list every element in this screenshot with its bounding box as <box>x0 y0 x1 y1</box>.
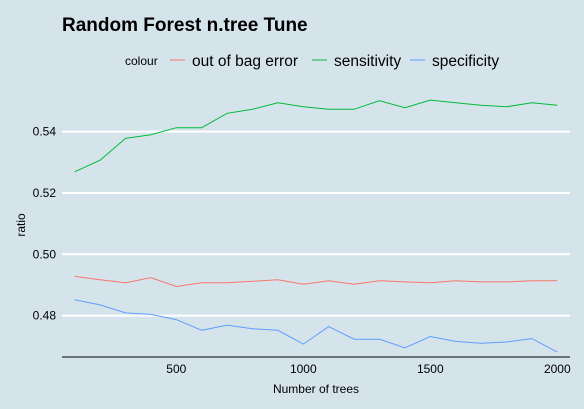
y-axis-title: ratio <box>14 213 28 237</box>
x-tick-label: 1000 <box>290 362 317 376</box>
y-tick-label: 0.50 <box>33 247 57 261</box>
legend: colour out of bag error sensitivity specif… <box>125 53 499 70</box>
y-tick-label: 0.54 <box>33 125 57 139</box>
legend-label-specificity: specificity <box>432 53 499 70</box>
legend-title: colour <box>125 54 158 68</box>
x-tick-label: 1500 <box>417 362 444 376</box>
series-lines <box>74 99 558 353</box>
gridlines <box>62 130 570 317</box>
x-axis-ticks: 500 1000 1500 2000 <box>166 362 571 376</box>
x-tick-label: 500 <box>166 362 186 376</box>
x-tick-label: 2000 <box>544 362 571 376</box>
y-tick-label: 0.48 <box>33 309 57 323</box>
chart-title: Random Forest n.tree Tune <box>62 15 308 36</box>
y-tick-label: 0.52 <box>33 186 57 200</box>
x-axis-title: Number of trees <box>273 382 359 396</box>
legend-label-sensitivity: sensitivity <box>334 53 401 70</box>
y-axis-ticks: 0.48 0.50 0.52 0.54 <box>33 125 57 323</box>
series-line-specificity <box>74 299 558 353</box>
series-line-out-of-bag-error <box>74 275 558 288</box>
series-line-sensitivity <box>74 99 558 173</box>
legend-label-out-of-bag-error: out of bag error <box>192 53 298 70</box>
